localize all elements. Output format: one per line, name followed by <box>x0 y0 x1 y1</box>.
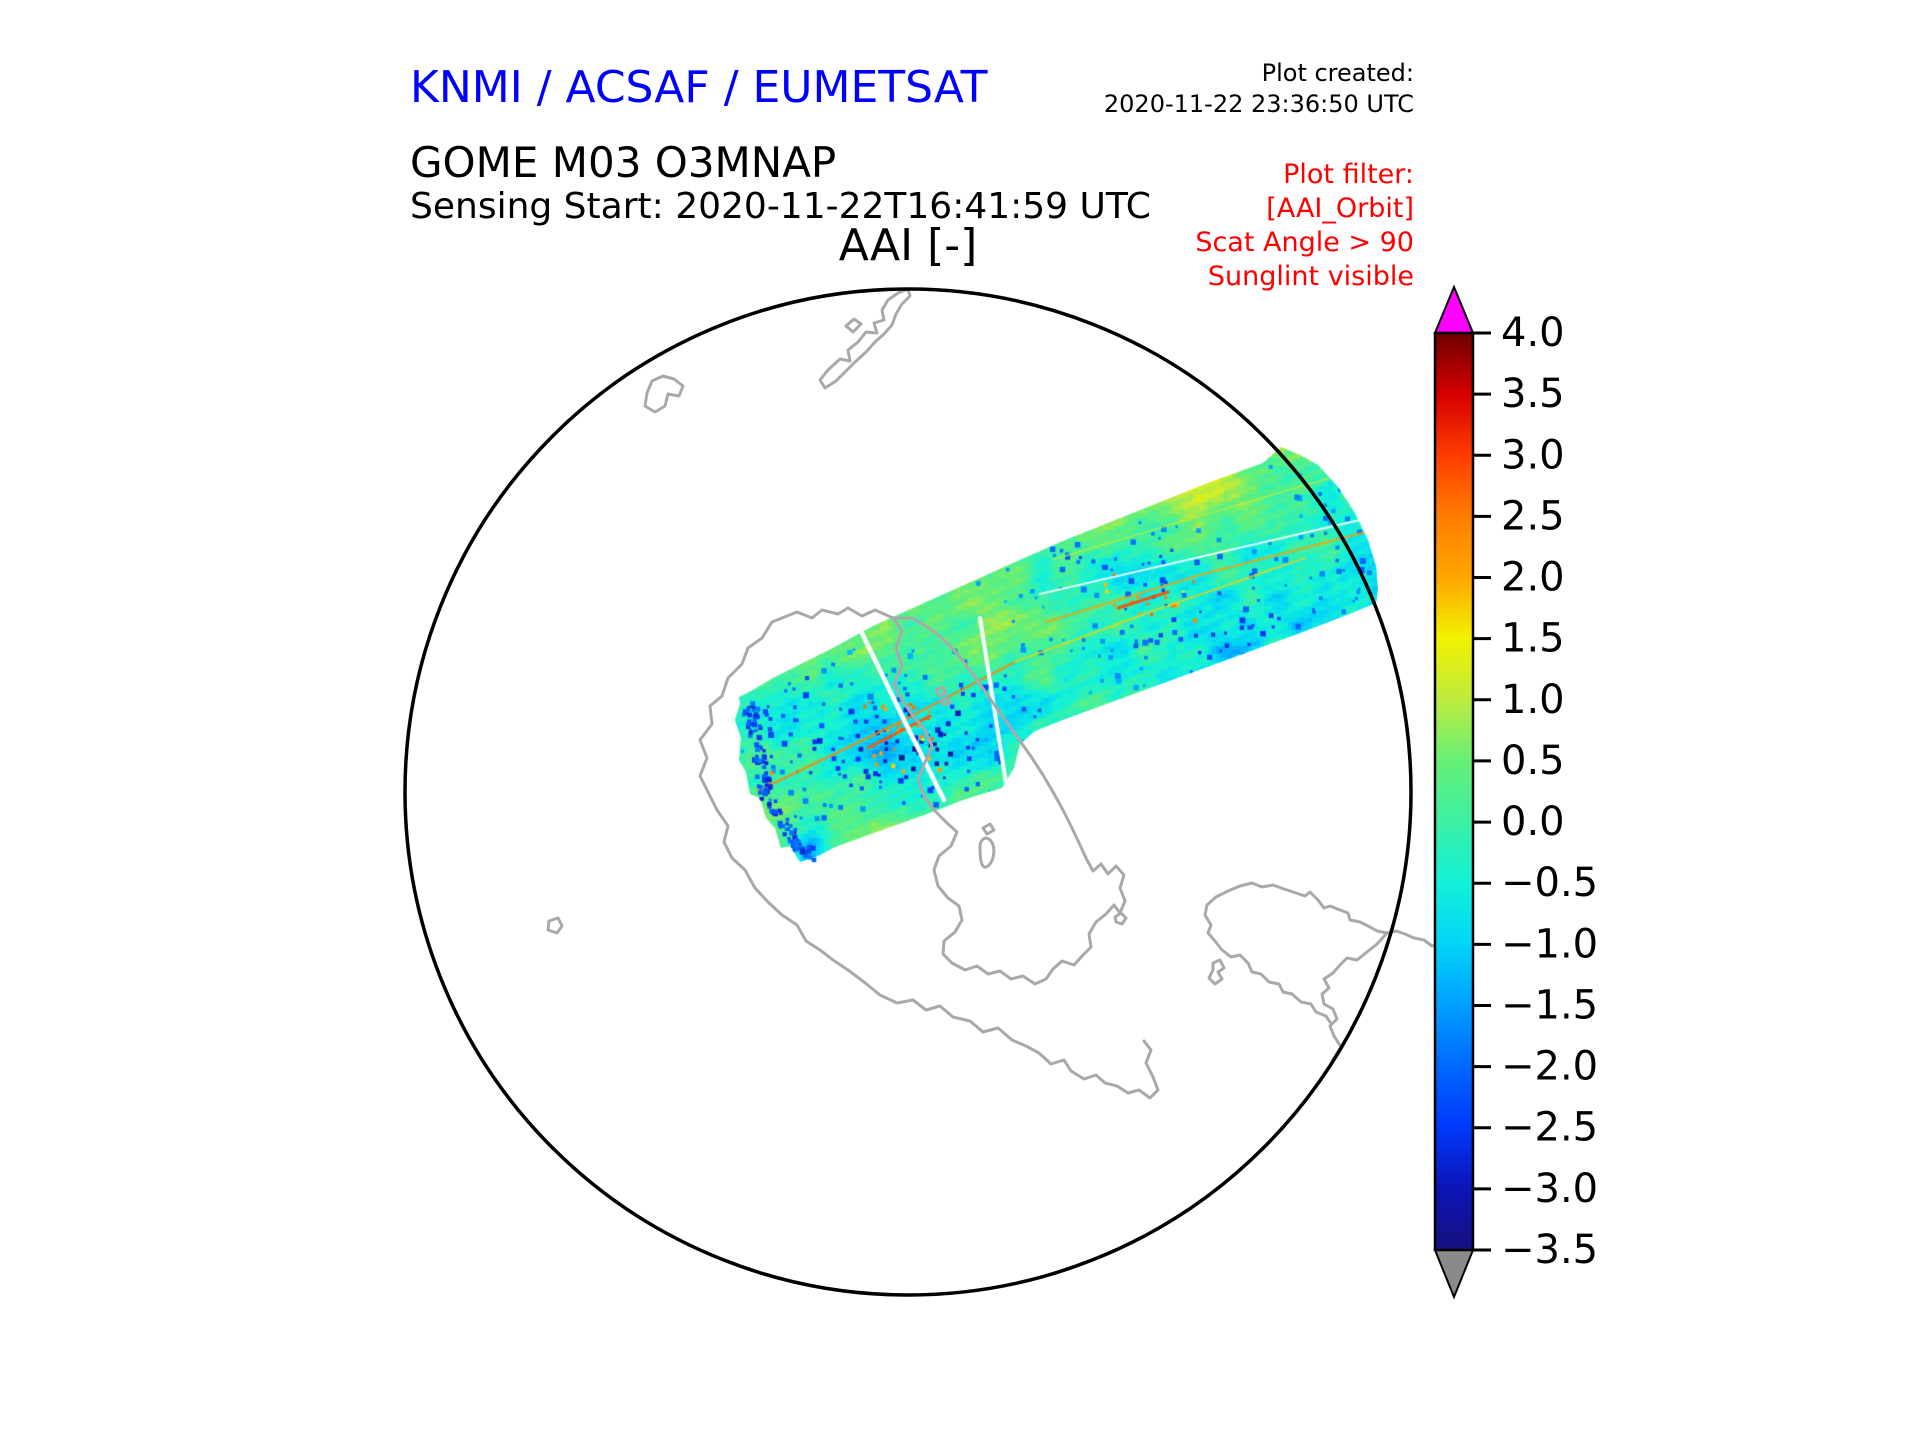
colorbar-tick-label: −3.0 <box>1501 1166 1598 1212</box>
colorbar-tick-label: −1.0 <box>1501 921 1598 967</box>
plot-filter-line: [AAI_Orbit] <box>1266 193 1414 224</box>
colorbar-over-arrow <box>1433 284 1475 334</box>
coastline-small-island <box>546 916 564 935</box>
plot-created-timestamp: 2020-11-22 23:36:50 UTC <box>1103 90 1414 118</box>
colorbar-tick-label: 3.5 <box>1501 371 1565 417</box>
sensing-start-line: Sensing Start: 2020-11-22T16:41:59 UTC <box>410 186 1151 227</box>
coastline-south-america <box>1203 881 1450 1060</box>
coastline-antarctica-east <box>891 616 1127 986</box>
coastline-antarctica-main <box>698 606 1160 1100</box>
colorbar-tick-label: 1.0 <box>1501 677 1565 723</box>
colorbar-tick-label: 2.5 <box>1501 493 1565 539</box>
coastline-new-zealand <box>818 287 912 390</box>
plot-created-label: Plot created: <box>1261 59 1414 87</box>
coastline-antarctic-islands <box>934 685 1128 926</box>
coastline-tasmania <box>643 374 685 414</box>
plot-filter-line: Sunglint visible <box>1207 261 1414 292</box>
colorbar-tick-label: −1.5 <box>1501 982 1598 1028</box>
colorbar-tick-label: −2.0 <box>1501 1044 1598 1090</box>
colorbar-tick-label: 0.5 <box>1501 738 1565 784</box>
colorbar-tick-label: −3.5 <box>1501 1227 1598 1273</box>
colorbar-tick-label: 1.5 <box>1501 616 1565 662</box>
colorbar-tick-label: 3.0 <box>1501 432 1565 478</box>
colorbar-tick-label: −0.5 <box>1501 860 1598 906</box>
page-title: KNMI / ACSAF / EUMETSAT <box>410 62 988 113</box>
colorbar-under-arrow <box>1433 1249 1475 1300</box>
plot-filter-note: Plot filter: [AAI_Orbit] Scat Angle > 90 Su… <box>1195 158 1414 294</box>
plot-filter-line: Scat Angle > 90 <box>1195 227 1414 258</box>
colorbar-gradient <box>1433 331 1475 1252</box>
plot-created-block: Plot created: 2020-11-22 23:36:50 UTC <box>1104 58 1414 120</box>
map-boundary-circle <box>403 287 1413 1297</box>
axes-title: AAI [-] <box>838 220 978 271</box>
colorbar-tick-label: −2.5 <box>1501 1105 1598 1151</box>
colorbar-tick-label: 0.0 <box>1501 799 1565 845</box>
plot-filter-line: Plot filter: <box>1283 159 1414 190</box>
colorbar-tick-label: 2.0 <box>1501 555 1565 601</box>
product-title: GOME M03 O3MNAP <box>410 138 837 187</box>
colorbar-tick-label: 4.0 <box>1501 310 1565 356</box>
